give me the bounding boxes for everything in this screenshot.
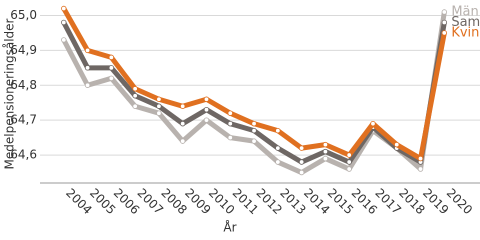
point — [346, 166, 352, 172]
x-tick-label: 2012 — [253, 186, 284, 217]
point — [61, 5, 67, 12]
point — [227, 110, 233, 116]
point — [203, 107, 210, 113]
x-tick-label: 2011 — [230, 186, 261, 217]
point — [227, 134, 233, 141]
point — [156, 103, 162, 109]
y-tick-label: 64,8 — [10, 78, 37, 92]
point — [346, 152, 352, 158]
point — [251, 127, 257, 134]
point — [132, 103, 138, 109]
point — [84, 82, 91, 88]
point — [275, 159, 281, 165]
x-tick-label: 2008 — [158, 186, 189, 217]
x-tick-label: 2014 — [301, 186, 332, 217]
point — [108, 75, 115, 81]
y-tick-label: 65,0 — [10, 8, 37, 22]
point — [84, 47, 91, 54]
legend-label: Kvinnor — [451, 25, 480, 40]
x-tick-label: 2007 — [135, 186, 166, 217]
point — [417, 166, 424, 172]
x-tick-label: 2006 — [111, 186, 142, 217]
x-tick-label: 2015 — [325, 186, 356, 217]
point — [108, 65, 115, 71]
point — [298, 169, 305, 176]
x-tick-label: 2016 — [349, 186, 380, 217]
legend-label: Samtliga — [451, 15, 480, 30]
point — [180, 120, 186, 127]
point — [132, 93, 138, 99]
point — [417, 155, 424, 162]
y-tick-label: 64,7 — [10, 113, 37, 127]
point — [203, 117, 210, 123]
point — [346, 159, 352, 165]
point — [322, 155, 329, 162]
x-tick-label: 2018 — [396, 186, 427, 217]
point — [275, 127, 281, 134]
point — [180, 138, 186, 144]
legend-label: Män — [451, 4, 478, 19]
point — [298, 159, 305, 165]
x-axis-label: År — [223, 220, 236, 235]
point — [441, 9, 448, 15]
x-tick-label: 2004 — [63, 186, 94, 217]
point — [441, 19, 448, 26]
point — [322, 148, 329, 155]
line — [61, 7, 447, 162]
point — [298, 145, 305, 151]
y-tick-label: 64,9 — [10, 43, 37, 57]
point — [227, 120, 233, 127]
point — [441, 30, 448, 36]
point — [156, 110, 162, 116]
y-tick-label: 64,6 — [10, 148, 37, 162]
point — [180, 103, 186, 109]
point — [394, 141, 400, 148]
point — [61, 37, 67, 43]
y-axis-label: Medelpensioneringsålder — [3, 18, 17, 169]
point — [108, 54, 115, 61]
x-tick-label: 2020 — [444, 186, 475, 217]
point — [251, 120, 257, 127]
x-tick-label: 2019 — [420, 186, 451, 217]
point — [251, 138, 257, 144]
x-tick-label: 2010 — [206, 186, 237, 217]
point — [61, 19, 67, 26]
x-tick-label: 2013 — [277, 186, 308, 217]
point — [132, 86, 138, 92]
point — [370, 120, 376, 127]
x-tick-label: 2017 — [372, 186, 403, 217]
point — [203, 96, 210, 102]
x-tick-label: 2009 — [182, 186, 213, 217]
point — [275, 145, 281, 151]
point — [84, 65, 91, 71]
point — [322, 141, 329, 148]
line — [61, 11, 447, 176]
x-tick-label: 2005 — [87, 186, 118, 217]
point — [156, 96, 162, 102]
